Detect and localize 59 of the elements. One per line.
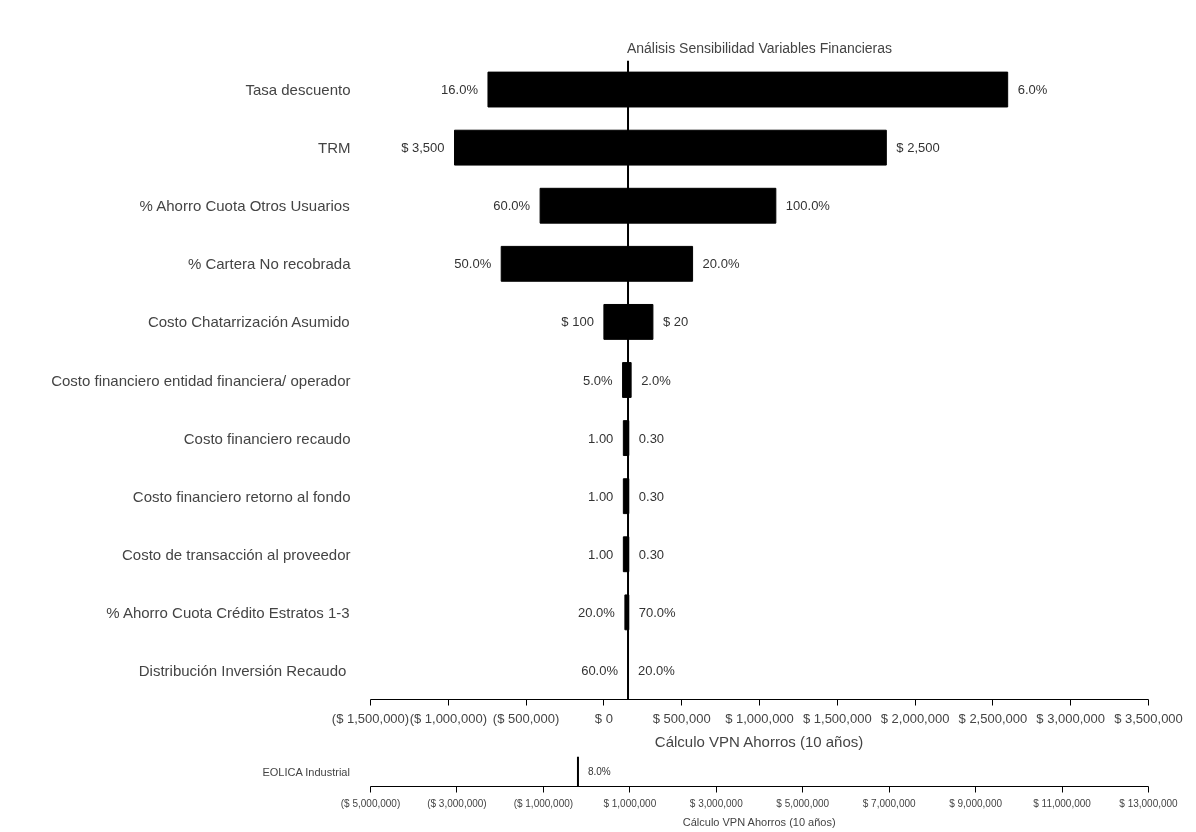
- x-axis-title: Cálculo VPN Ahorros (10 años): [682, 815, 836, 828]
- x-tick-label: ($ 5,000,000): [340, 797, 401, 809]
- annotation: $ 20: [662, 314, 689, 330]
- y-tick-label: EOLICA Industrial: [262, 765, 350, 778]
- x-tick-label: ($ 1,500,000): [331, 710, 410, 726]
- y-tick-label: % Ahorro Cuota Otros Usuarios: [139, 197, 350, 215]
- annotation: 100.0%: [785, 198, 831, 214]
- y-tick-label: Distribución Inversión Recaudo: [138, 661, 347, 679]
- annotation: 8.0%: [587, 766, 611, 777]
- annotation: $ 100: [561, 314, 594, 330]
- x-tick-label: $ 2,000,000: [880, 710, 950, 726]
- annotation: 5.0%: [582, 372, 614, 388]
- y-tick-label: % Cartera No recobrada: [187, 255, 352, 273]
- x-tick-label: $ 0: [594, 710, 613, 726]
- annotation: 0.30: [638, 546, 665, 562]
- annotation: 1.00: [588, 488, 614, 504]
- x-tick-label: $ 11,000,000: [1033, 797, 1092, 809]
- annotation: 50.0%: [454, 256, 492, 272]
- annotation: $ 2,500: [896, 140, 940, 156]
- x-tick-label: $ 1,000,000: [603, 797, 657, 809]
- annotation: 0.30: [638, 430, 665, 446]
- annotation: 1.00: [588, 430, 614, 446]
- annotation: 60.0%: [581, 662, 619, 678]
- x-tick-label: $ 9,000,000: [949, 797, 1003, 809]
- annotation: 0.30: [638, 488, 665, 504]
- annotation: 20.0%: [638, 662, 676, 678]
- x-tick-label: $ 2,500,000: [958, 710, 1028, 726]
- y-tick-label: Costo Chatarrización Asumido: [147, 313, 350, 331]
- x-tick-label: $ 3,000,000: [689, 797, 744, 809]
- y-tick-label: Costo financiero entidad financiera/ operador: [51, 371, 351, 389]
- x-tick-label: $ 13,000,000: [1119, 797, 1179, 809]
- annotation: 70.0%: [638, 604, 677, 620]
- x-axis-title: Cálculo VPN Ahorros (10 años): [654, 732, 864, 750]
- x-tick-label: $ 1,500,000: [802, 710, 872, 726]
- x-tick-label: ($ 1,000,000): [513, 797, 574, 809]
- annotation: 60.0%: [493, 198, 531, 214]
- annotation: 2.0%: [641, 372, 672, 388]
- y-tick-label: Costo financiero retorno al fondo: [132, 487, 351, 505]
- y-tick-label: Costo financiero recaudo: [183, 429, 351, 447]
- x-tick-label: $ 1,000,000: [725, 710, 794, 726]
- annotation: 20.0%: [702, 256, 740, 272]
- y-tick-label: TRM: [318, 139, 351, 157]
- x-tick-label: $ 3,000,000: [1036, 710, 1106, 726]
- annotation: $ 3,500: [401, 140, 445, 156]
- x-tick-label: $ 5,000,000: [776, 797, 830, 809]
- annotation: 16.0%: [441, 82, 479, 98]
- annotation: 1.00: [588, 546, 614, 562]
- chart-title: Análisis Sensibilidad Variables Financieras: [626, 39, 893, 56]
- x-tick-label: ($ 3,000,000): [427, 797, 487, 809]
- x-tick-label: ($ 1,000,000): [409, 710, 487, 726]
- x-tick-label: $ 500,000: [652, 710, 711, 726]
- y-tick-label: Costo de transacción al proveedor: [122, 545, 351, 563]
- y-tick-label: Tasa descuento: [245, 81, 351, 99]
- annotation: 20.0%: [578, 604, 616, 620]
- x-tick-label: ($ 500,000): [492, 710, 560, 726]
- x-tick-label: $ 3,500,000: [1114, 710, 1183, 726]
- y-tick-label: % Ahorro Cuota Crédito Estratos 1-3: [106, 603, 350, 621]
- x-tick-label: $ 7,000,000: [862, 797, 917, 809]
- annotation: 6.0%: [1017, 82, 1048, 98]
